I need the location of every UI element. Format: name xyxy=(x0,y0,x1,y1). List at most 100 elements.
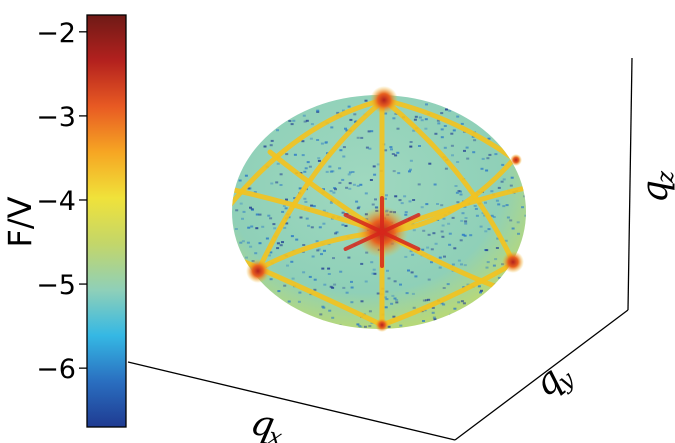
speckle xyxy=(341,178,345,181)
speckle xyxy=(353,113,357,116)
speckle xyxy=(432,232,436,235)
speckle xyxy=(372,268,376,271)
speckle xyxy=(269,144,273,147)
z-axis-line xyxy=(627,57,633,311)
speckle xyxy=(342,146,346,149)
speckle xyxy=(462,302,466,305)
speckle xyxy=(472,151,476,154)
speckle xyxy=(316,249,320,252)
speckle xyxy=(430,248,434,251)
speckle xyxy=(442,303,446,306)
hotspot-ray xyxy=(343,213,384,234)
speckle xyxy=(359,183,363,186)
speckle xyxy=(347,105,351,108)
speckle xyxy=(276,129,279,132)
speckle xyxy=(497,203,501,206)
speckle xyxy=(501,163,505,166)
speckle xyxy=(456,161,460,163)
speckle xyxy=(261,225,265,228)
speckle xyxy=(407,269,410,272)
speckle xyxy=(304,167,308,170)
speckle xyxy=(394,112,398,115)
speckle xyxy=(360,300,364,303)
speckle xyxy=(449,313,452,316)
speckle xyxy=(421,248,425,251)
speckle xyxy=(338,181,342,184)
speckle xyxy=(417,183,421,186)
speckle xyxy=(332,191,336,194)
speckle xyxy=(384,149,388,152)
speckle xyxy=(409,168,412,171)
speckle xyxy=(370,261,374,264)
speckle xyxy=(316,139,320,141)
speckle xyxy=(487,228,491,231)
speckle xyxy=(425,299,428,302)
speckle xyxy=(320,142,324,145)
speckle xyxy=(387,277,391,280)
speckle xyxy=(345,186,349,189)
speckle xyxy=(360,136,364,139)
speckle xyxy=(481,212,485,215)
speckle xyxy=(479,291,482,294)
speckle xyxy=(466,157,470,160)
speckle xyxy=(426,246,430,249)
speckle xyxy=(301,251,305,253)
speckle xyxy=(331,286,335,289)
speckle xyxy=(487,137,491,140)
speckle xyxy=(495,247,499,249)
speckle xyxy=(295,238,299,241)
speckle xyxy=(433,318,437,321)
speckle xyxy=(392,117,396,120)
speckle xyxy=(485,266,489,269)
speckle xyxy=(290,260,294,263)
speckle xyxy=(238,179,242,182)
speckle xyxy=(348,187,352,190)
speckle xyxy=(344,127,347,130)
colorbar-tick-label: −6 xyxy=(36,354,76,385)
speckle xyxy=(277,290,281,293)
speckle xyxy=(391,294,395,297)
speckle xyxy=(488,153,492,156)
speckle xyxy=(242,210,246,213)
speckle xyxy=(385,194,388,197)
speckle xyxy=(327,267,331,270)
speckle xyxy=(283,226,287,229)
speckle xyxy=(258,213,262,216)
speckle xyxy=(356,207,360,210)
speckle xyxy=(374,198,377,201)
axis-box xyxy=(127,57,633,441)
speckle xyxy=(469,234,473,237)
speckle xyxy=(306,161,310,164)
colorbar-label: F/V xyxy=(1,196,39,247)
speckle xyxy=(345,129,349,132)
speckle xyxy=(461,233,465,236)
hotspot-ray xyxy=(343,230,384,251)
speckle xyxy=(250,225,254,228)
speckle xyxy=(235,209,239,212)
speckle xyxy=(495,199,499,202)
speckle xyxy=(471,135,475,138)
speckle xyxy=(299,216,303,219)
speckle xyxy=(315,240,319,243)
speckle xyxy=(364,99,368,102)
speckle xyxy=(395,299,399,301)
speckle xyxy=(281,241,284,244)
speckle xyxy=(234,228,238,230)
speckle xyxy=(481,157,485,160)
speckle xyxy=(241,217,244,220)
speckle xyxy=(345,291,349,294)
speckle xyxy=(347,256,351,259)
speckle xyxy=(420,119,424,122)
colorbar-tick-label: −5 xyxy=(36,270,76,301)
speckle xyxy=(245,256,248,259)
speckle xyxy=(360,262,364,265)
speckle xyxy=(440,302,444,305)
speckle xyxy=(333,187,337,189)
speckle xyxy=(505,204,509,207)
speckle xyxy=(394,154,398,157)
speckle xyxy=(399,283,402,286)
hotspot xyxy=(246,259,270,283)
speckle xyxy=(333,283,337,286)
speckle xyxy=(334,188,337,191)
